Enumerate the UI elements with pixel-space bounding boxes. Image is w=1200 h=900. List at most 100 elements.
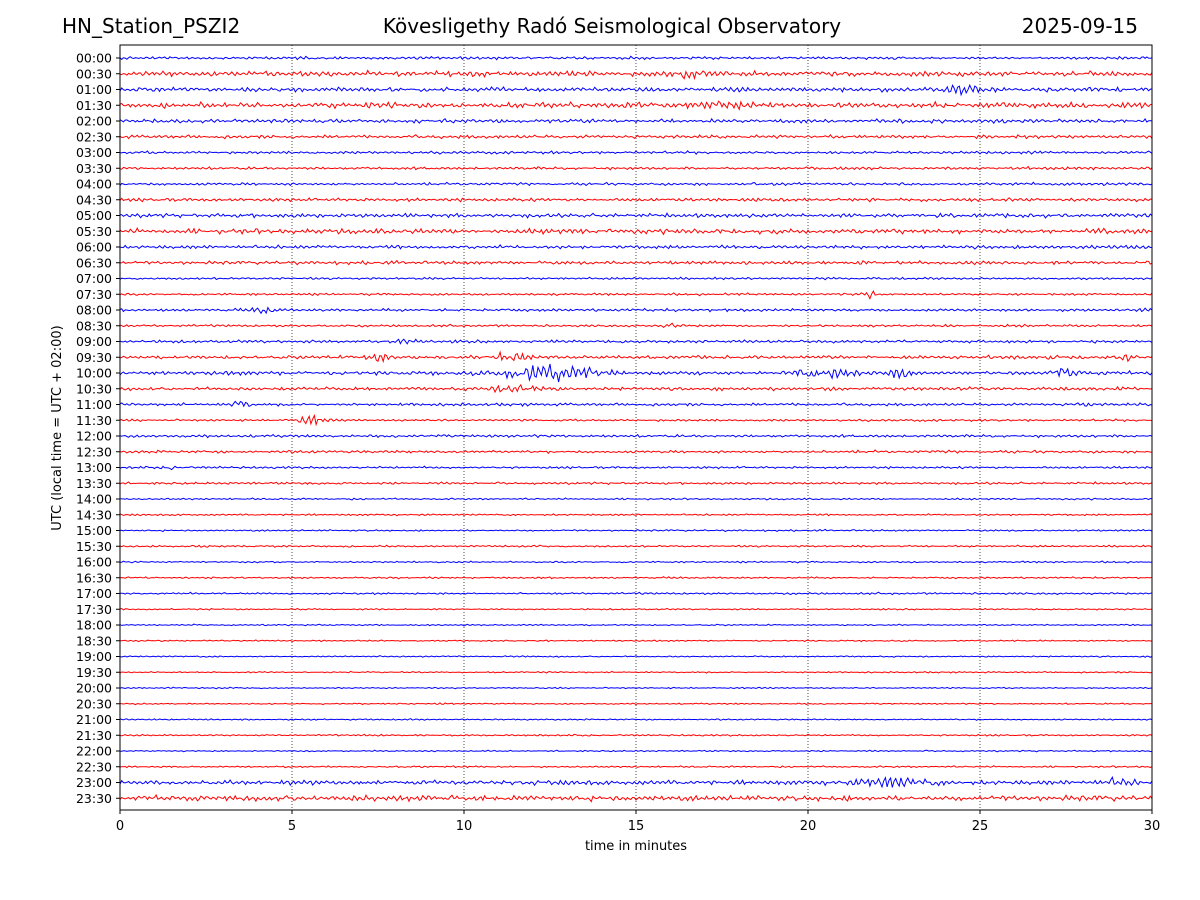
trace-17:00 [119, 591, 1153, 596]
row-time-label: 21:00 [76, 712, 112, 727]
trace-03:30 [119, 165, 1153, 171]
trace-00:30 [119, 69, 1153, 81]
row-time-label: 23:30 [76, 791, 112, 806]
trace-01:30 [119, 100, 1153, 111]
trace-01:00 [119, 83, 1153, 97]
trace-20:30 [119, 702, 1152, 706]
row-time-label: 14:30 [76, 507, 112, 522]
observatory-title: Kövesligethy Radó Seismological Observat… [382, 14, 842, 38]
row-time-label: 03:00 [76, 145, 112, 160]
row-time-label: 08:30 [76, 318, 112, 333]
row-time-label: 06:30 [76, 255, 112, 270]
row-time-label: 07:00 [76, 271, 112, 286]
row-time-label: 12:00 [76, 429, 112, 444]
row-time-label: 01:30 [76, 98, 112, 113]
trace-17:30 [119, 607, 1153, 611]
trace-23:30 [119, 793, 1153, 803]
x-tick-label: 20 [800, 819, 817, 834]
row-time-label: 09:00 [76, 334, 112, 349]
row-time-label: 05:30 [76, 224, 112, 239]
x-tick-label: 10 [456, 819, 473, 834]
vertical-gridlines [291, 45, 981, 810]
row-time-label: 04:00 [76, 177, 112, 192]
trace-07:30 [119, 290, 1153, 300]
row-time-label: 04:30 [76, 192, 112, 207]
row-time-label: 13:30 [76, 476, 112, 491]
trace-22:00 [119, 749, 1153, 753]
row-time-label: 16:30 [76, 570, 112, 585]
record-date: 2025-09-15 [1021, 14, 1138, 38]
trace-14:30 [119, 513, 1153, 517]
trace-19:00 [119, 655, 1153, 658]
trace-19:30 [119, 670, 1153, 674]
trace-12:30 [119, 449, 1152, 455]
row-time-label: 20:00 [76, 681, 112, 696]
trace-09:30 [119, 350, 1153, 364]
trace-13:30 [119, 481, 1153, 486]
trace-00:00 [119, 55, 1153, 61]
row-time-label: 17:00 [76, 586, 112, 601]
trace-21:00 [119, 718, 1153, 721]
row-time-label: 10:00 [76, 366, 112, 381]
x-tick-label: 0 [116, 819, 124, 834]
trace-18:30 [120, 639, 1152, 643]
row-time-label: 07:30 [76, 287, 112, 302]
trace-15:00 [119, 528, 1153, 533]
trace-23:00 [119, 776, 1153, 789]
trace-02:00 [119, 117, 1153, 125]
trace-06:00 [119, 244, 1152, 250]
trace-05:30 [119, 227, 1153, 236]
trace-04:30 [119, 197, 1153, 203]
x-tick-label: 5 [288, 819, 296, 834]
row-time-labels: 00:0000:3001:0001:3002:0002:3003:0003:30… [76, 51, 120, 806]
trace-07:00 [119, 276, 1153, 281]
row-time-label: 13:00 [76, 460, 112, 475]
row-time-label: 18:00 [76, 618, 112, 633]
x-axis-ticks: 0 5 10 15 20 25 30 [116, 810, 1160, 834]
row-time-label: 02:30 [76, 129, 112, 144]
trace-16:00 [120, 560, 1153, 564]
row-time-label: 21:30 [76, 728, 112, 743]
row-time-label: 15:30 [76, 539, 112, 554]
row-time-label: 19:00 [76, 649, 112, 664]
y-axis-label: UTC (local time = UTC + 02:00) [50, 325, 65, 530]
row-time-label: 02:00 [76, 114, 112, 129]
trace-13:00 [119, 465, 1153, 471]
trace-15:30 [119, 544, 1153, 548]
trace-21:30 [119, 733, 1153, 737]
trace-08:00 [119, 306, 1153, 315]
trace-16:30 [119, 576, 1153, 580]
row-time-label: 10:30 [76, 381, 112, 396]
trace-09:00 [119, 338, 1153, 345]
trace-06:30 [119, 259, 1153, 266]
row-time-label: 11:00 [76, 397, 112, 412]
trace-02:30 [119, 133, 1153, 140]
row-time-label: 01:00 [76, 82, 112, 97]
station-name: HN_Station_PSZI2 [62, 14, 241, 38]
row-time-label: 23:00 [76, 775, 112, 790]
trace-14:00 [119, 497, 1153, 501]
row-time-label: 15:00 [76, 523, 112, 538]
trace-18:00 [119, 623, 1153, 627]
trace-05:00 [120, 212, 1153, 219]
row-time-label: 11:30 [76, 413, 112, 428]
row-time-label: 12:30 [76, 444, 112, 459]
row-time-label: 18:30 [76, 633, 112, 648]
trace-12:00 [119, 433, 1153, 439]
trace-03:00 [119, 150, 1153, 156]
x-tick-label: 30 [1144, 819, 1161, 834]
row-time-label: 08:00 [76, 303, 112, 318]
x-tick-label: 25 [972, 819, 989, 834]
row-time-label: 05:00 [76, 208, 112, 223]
trace-11:00 [119, 400, 1153, 408]
seismic-traces [119, 55, 1153, 803]
row-time-label: 09:30 [76, 350, 112, 365]
trace-11:30 [119, 413, 1153, 427]
trace-10:30 [119, 383, 1153, 394]
row-time-label: 16:00 [76, 555, 112, 570]
trace-08:30 [119, 322, 1153, 329]
row-time-label: 20:30 [76, 696, 112, 711]
x-axis-label: time in minutes [585, 839, 687, 854]
trace-04:00 [119, 181, 1153, 187]
